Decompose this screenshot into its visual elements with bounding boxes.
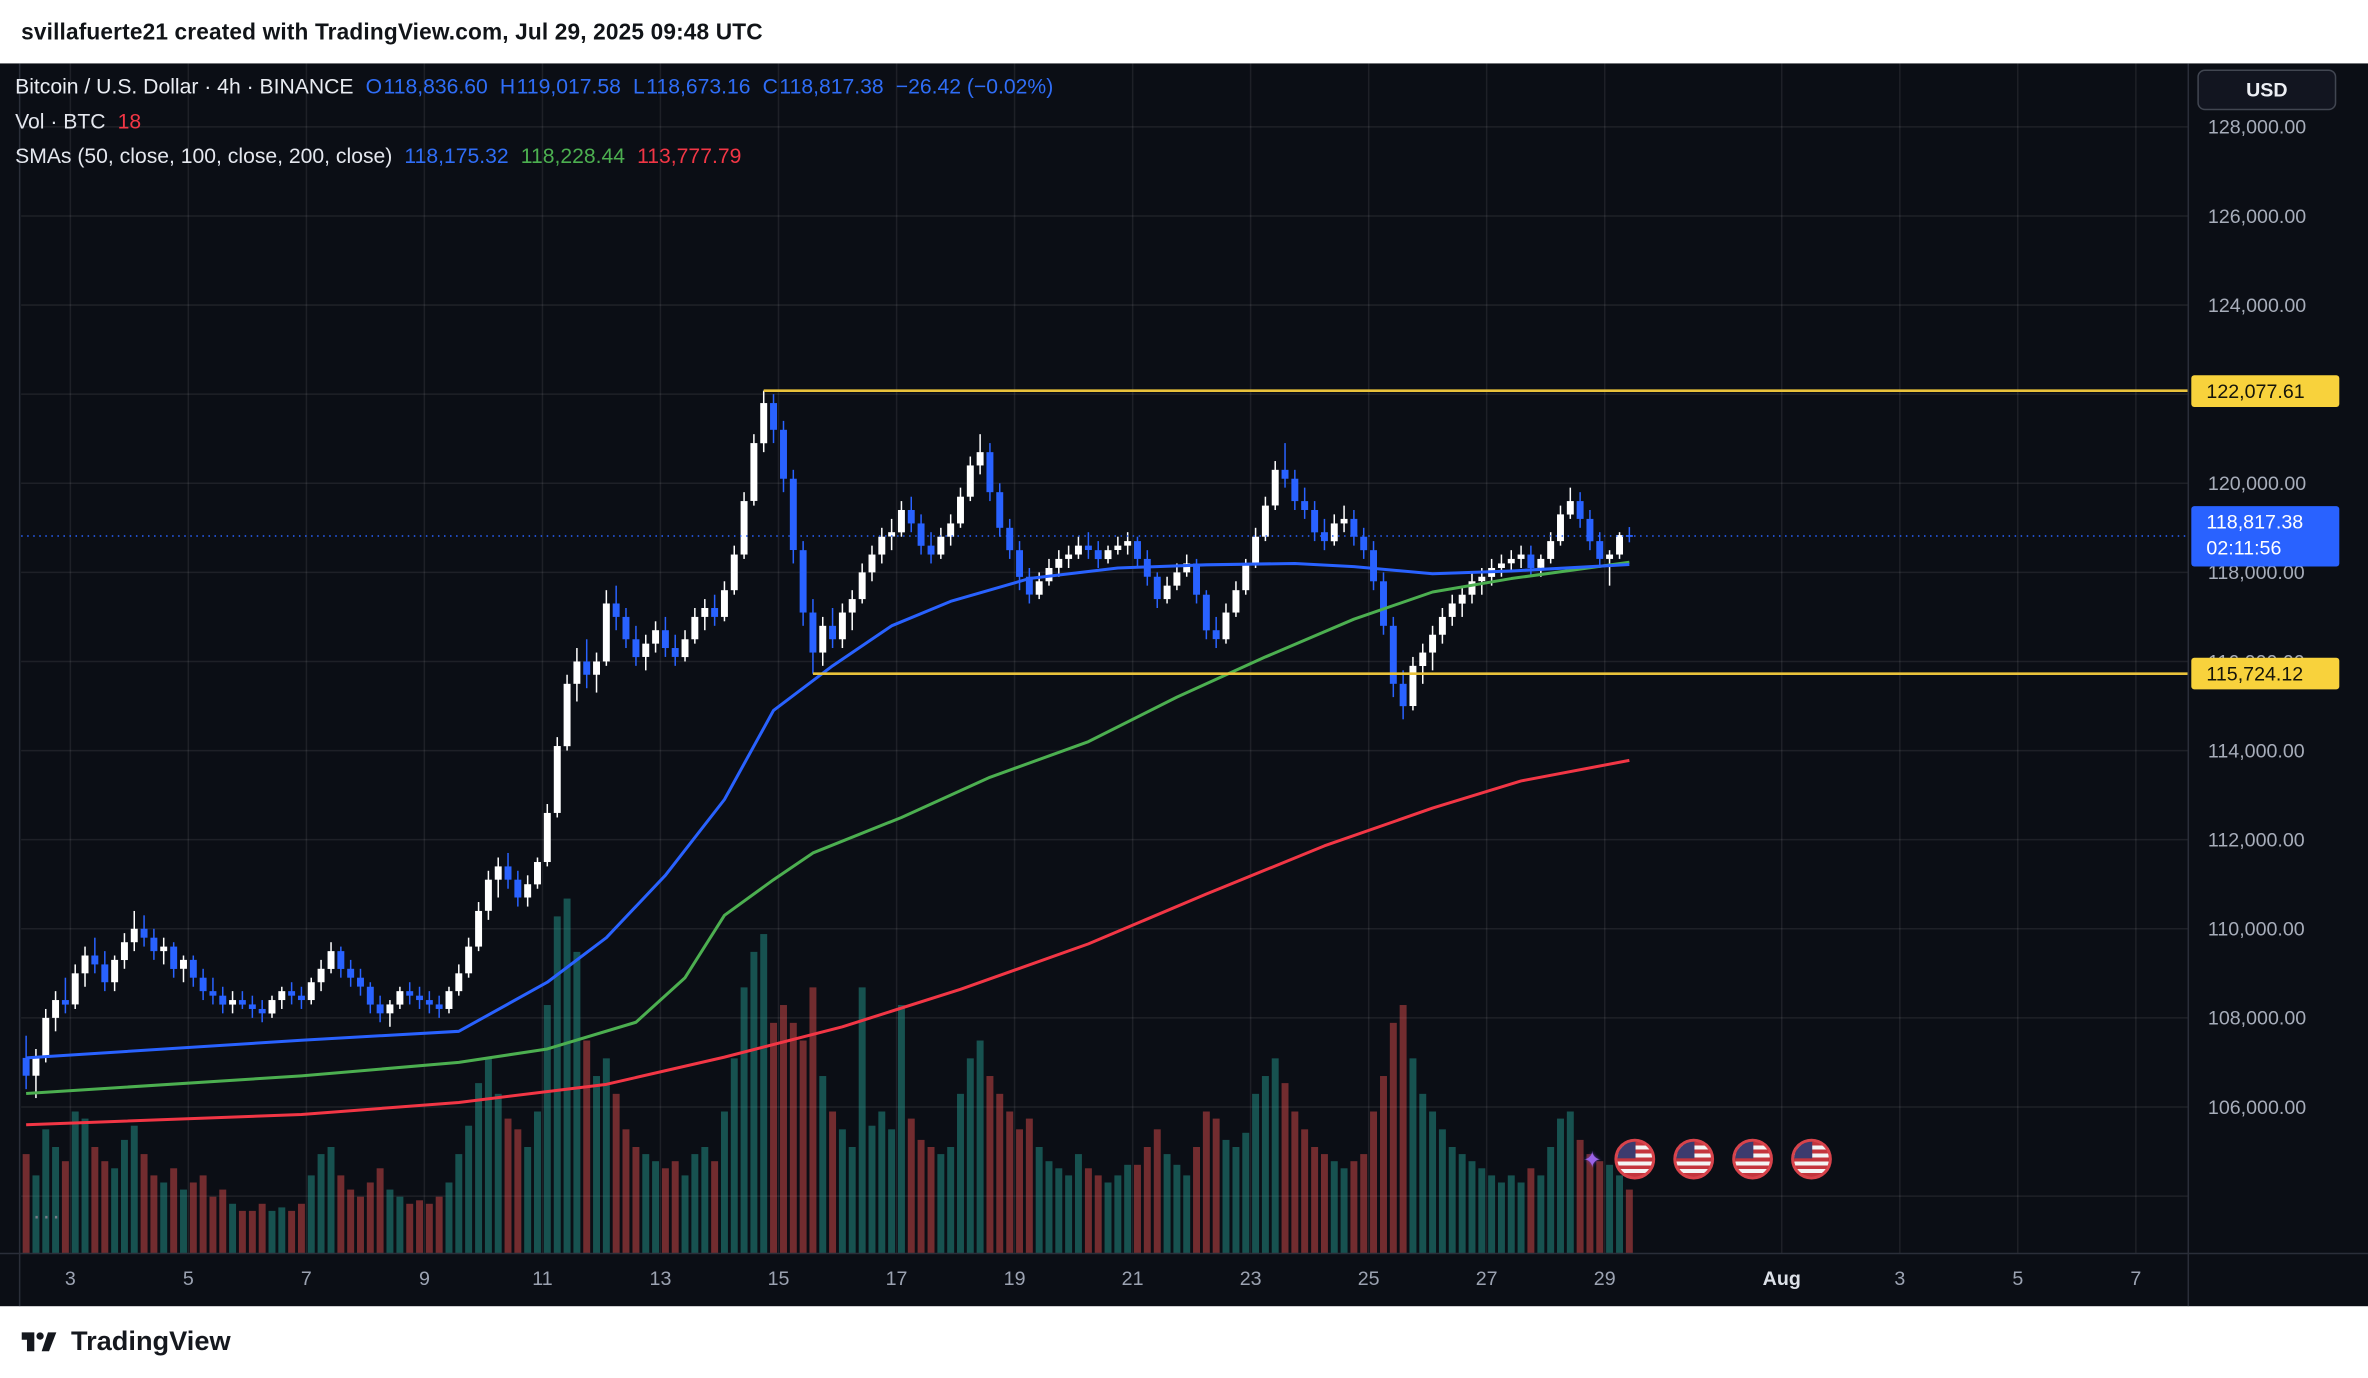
- time-tick: 11: [532, 1267, 553, 1290]
- attribution-bar: svillafuerte21 created with TradingView.…: [0, 0, 2368, 64]
- price-tick: 120,000.00: [2207, 471, 2307, 495]
- event-cursor-icon: ✦: [1582, 1146, 1602, 1173]
- price-tick: 114,000.00: [2207, 739, 2305, 762]
- sma200-value: 113,777.79: [637, 143, 742, 168]
- price-tick: 108,000.00: [2207, 1006, 2307, 1030]
- tradingview-wordmark[interactable]: TradingView: [70, 1325, 231, 1357]
- price-tick: 126,000.00: [2207, 204, 2307, 228]
- us-flag-event-icon[interactable]: [1613, 1138, 1655, 1180]
- time-tick: 7: [2130, 1267, 2142, 1290]
- time-tick: 19: [1003, 1267, 1026, 1290]
- tradingview-logo-icon[interactable]: [20, 1323, 58, 1361]
- time-tick: 25: [1357, 1267, 1380, 1290]
- chart-legend: Bitcoin / U.S. Dollar · 4h · BINANCE O 11…: [15, 69, 1053, 172]
- legend-symbol-row: Bitcoin / U.S. Dollar · 4h · BINANCE O 11…: [15, 69, 1053, 102]
- ohlc-low: L 118,673.16: [632, 73, 751, 99]
- legend-sma-row: SMAs (50, close, 100, close, 200, close)…: [15, 139, 1053, 172]
- time-tick: 3: [64, 1267, 76, 1290]
- time-tick: 21: [1121, 1267, 1144, 1290]
- time-tick: 17: [885, 1267, 908, 1290]
- time-tick: 15: [767, 1267, 790, 1290]
- last-price-label: 118,817.38 02:11:56: [2191, 505, 2340, 566]
- bar-countdown: 02:11:56: [2206, 535, 2282, 559]
- upper-level-price-label: 122,077.61: [2191, 374, 2340, 407]
- time-tick: 23: [1239, 1267, 1262, 1290]
- us-flag-event-icon[interactable]: [1731, 1138, 1773, 1180]
- currency-toggle-button[interactable]: USD: [2197, 69, 2337, 111]
- ohlc-open: O 118,836.60: [365, 73, 488, 99]
- us-flag-event-icon[interactable]: [1672, 1138, 1714, 1180]
- price-tick: 110,000.00: [2207, 917, 2305, 941]
- price-tick: 124,000.00: [2207, 293, 2307, 317]
- lower-level-price-label: 115,724.12: [2191, 657, 2340, 690]
- attribution-text: svillafuerte21 created with TradingView.…: [21, 18, 763, 45]
- time-tick: 29: [1593, 1267, 1616, 1290]
- legend-volume-row: Vol · BTC 18: [15, 104, 1053, 137]
- volume-label[interactable]: Vol · BTC: [15, 108, 106, 133]
- sma-label[interactable]: SMAs (50, close, 100, close, 200, close): [15, 143, 393, 168]
- time-axis[interactable]: 3 5 7 9 11 13 15 17 19 21 23 25 27 29 Aug 3 5 7: [0, 1253, 2368, 1306]
- chart-region: Bitcoin / U.S. Dollar · 4h · BINANCE O 11…: [0, 63, 2368, 1307]
- time-tick: 5: [2012, 1267, 2024, 1290]
- ohlc-high: H 119,017.58: [499, 73, 621, 99]
- price-tick: 128,000.00: [2207, 115, 2307, 139]
- time-tick: 13: [649, 1267, 672, 1290]
- time-tick: 5: [182, 1267, 194, 1290]
- ohlc-close: C 118,817.38: [762, 73, 884, 99]
- economic-events-row: ✦: [1582, 1138, 1832, 1180]
- us-flag-event-icon[interactable]: [1790, 1138, 1832, 1180]
- volume-value: 18: [117, 108, 142, 133]
- time-tick: 7: [300, 1267, 312, 1290]
- price-axis[interactable]: USD 128,000.00126,000.00124,000.00122,00…: [2190, 63, 2368, 1306]
- price-change: −26.42 (−0.02%): [895, 73, 1054, 99]
- price-tick: 118,000.00: [2207, 561, 2305, 584]
- chart-canvas[interactable]: [0, 63, 2368, 1307]
- price-tick: 112,000.00: [2207, 828, 2305, 851]
- time-tick: 9: [418, 1267, 430, 1290]
- footer-bar: TradingView: [0, 1306, 2368, 1378]
- sma100-value: 118,228.44: [520, 143, 626, 168]
- sma50-value: 118,175.32: [404, 143, 509, 168]
- symbol-title[interactable]: Bitcoin / U.S. Dollar · 4h · BINANCE: [15, 73, 354, 99]
- price-tick: 106,000.00: [2207, 1095, 2307, 1119]
- legend-more-button[interactable]: ...: [33, 1199, 63, 1225]
- time-tick: 3: [1894, 1267, 1906, 1290]
- last-price-value: 118,817.38: [2206, 510, 2304, 534]
- time-tick: Aug: [1762, 1267, 1801, 1290]
- time-tick: 27: [1475, 1267, 1498, 1290]
